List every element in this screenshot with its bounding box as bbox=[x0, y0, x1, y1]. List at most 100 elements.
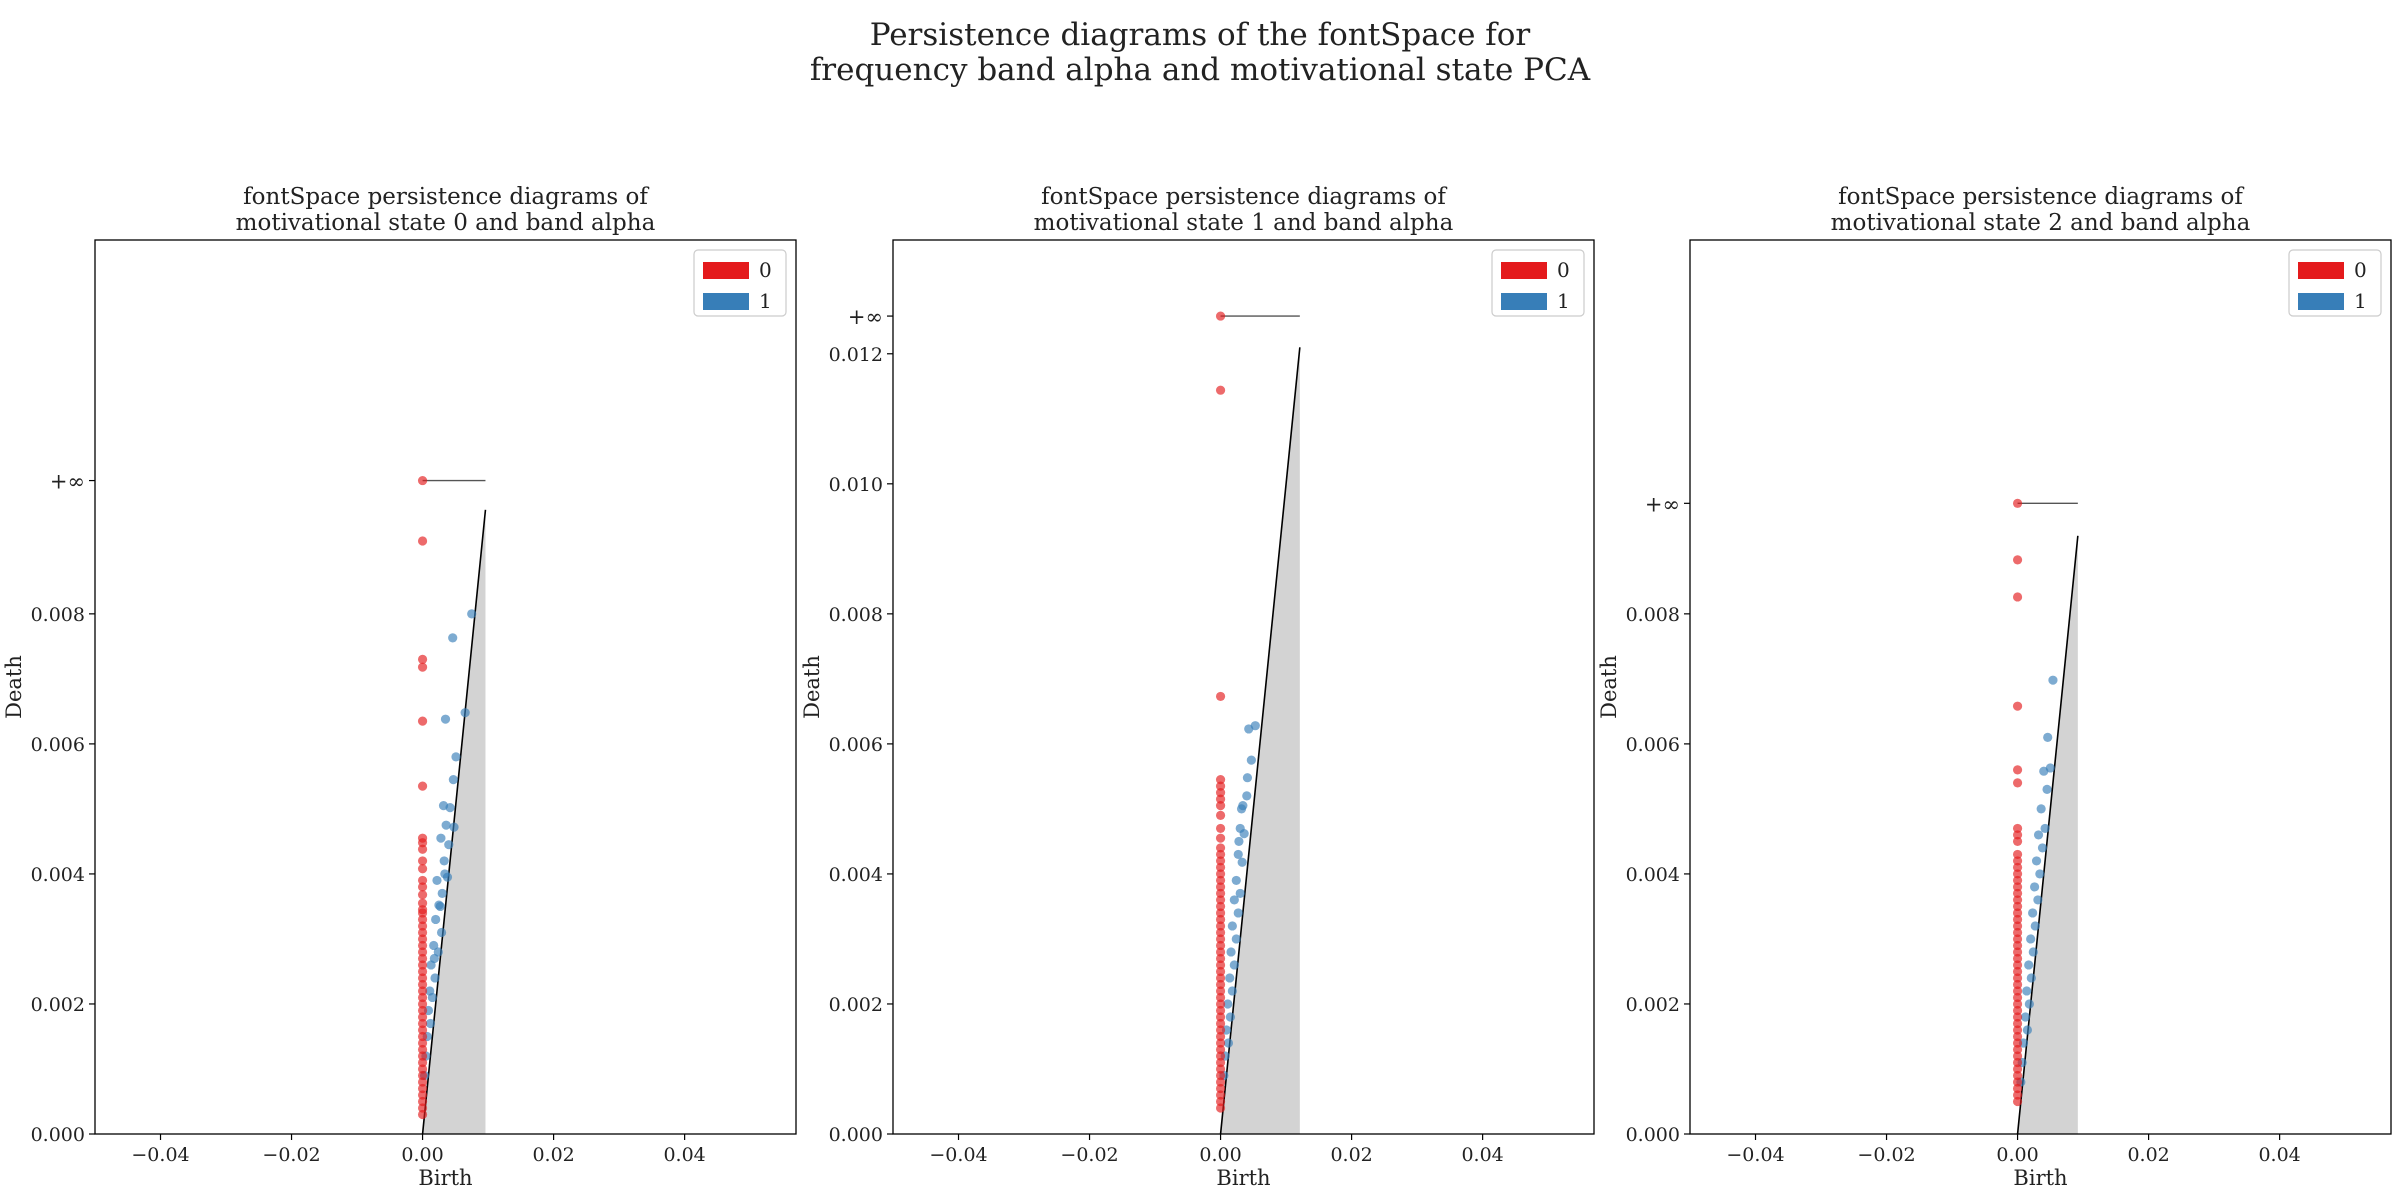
h1-point bbox=[1244, 724, 1254, 734]
x-tick-label: 0.02 bbox=[532, 1144, 574, 1166]
h0-point bbox=[1215, 1005, 1226, 1016]
h0-point bbox=[2012, 592, 2023, 602]
h0-point bbox=[1215, 875, 1226, 886]
h0-point bbox=[2012, 765, 2023, 775]
h0-point bbox=[1215, 966, 1226, 977]
h0-point bbox=[2012, 778, 2023, 788]
y-tick-label: 0.002 bbox=[1626, 994, 1680, 1016]
legend-swatch-1 bbox=[1501, 293, 1547, 310]
h0-point bbox=[2012, 1038, 2023, 1048]
h1-point bbox=[460, 708, 470, 718]
h0-point bbox=[417, 1064, 428, 1074]
h1-point bbox=[1231, 875, 1241, 886]
h1-point bbox=[440, 714, 451, 724]
h0-point bbox=[1215, 869, 1226, 879]
h1-point bbox=[2024, 960, 2034, 970]
h1-point bbox=[2037, 843, 2048, 853]
h1-point bbox=[435, 901, 445, 912]
h0-point bbox=[1215, 1070, 1226, 1081]
h1-point bbox=[1233, 908, 1243, 918]
h0-point bbox=[1215, 1103, 1226, 1113]
x-axis-label: Birth bbox=[418, 1166, 472, 1190]
h0-point bbox=[1215, 862, 1226, 873]
x-tick-label: −0.02 bbox=[1060, 1144, 1118, 1166]
h1-point bbox=[2039, 766, 2049, 776]
h0-infinite-point bbox=[1215, 311, 1226, 321]
h0-point bbox=[2012, 895, 2023, 905]
h0-point bbox=[1215, 895, 1226, 905]
y-tick-label: 0.000 bbox=[829, 1124, 883, 1146]
legend-swatch-1 bbox=[2298, 293, 2344, 310]
h0-point bbox=[417, 1083, 428, 1094]
legend-label-1: 1 bbox=[1557, 289, 1570, 313]
y-tick-label-infinity: +∞ bbox=[848, 305, 883, 329]
h1-point bbox=[1234, 836, 1244, 847]
h0-point bbox=[417, 960, 428, 970]
h0-point bbox=[2012, 999, 2023, 1009]
y-tick-label: 0.006 bbox=[1626, 734, 1680, 756]
h0-point bbox=[2012, 888, 2023, 899]
h0-point bbox=[417, 947, 428, 957]
y-tick-label: 0.002 bbox=[829, 994, 883, 1016]
legend-swatch-1 bbox=[703, 293, 749, 310]
h0-point bbox=[2012, 914, 2023, 925]
legend-swatch-0 bbox=[703, 262, 749, 279]
h0-point bbox=[417, 1044, 428, 1055]
h0-point bbox=[1215, 934, 1226, 944]
h1-point bbox=[444, 840, 454, 850]
h0-point bbox=[417, 1005, 428, 1016]
legend-swatch-0 bbox=[2298, 262, 2344, 279]
chart-title-line-1: fontSpace persistence diagrams of bbox=[1838, 184, 2244, 210]
h0-point bbox=[417, 1018, 428, 1029]
h1-point bbox=[2028, 908, 2038, 918]
diagonal-line bbox=[1219, 347, 1301, 1135]
h1-point bbox=[1237, 857, 1247, 867]
h0-point bbox=[2012, 979, 2023, 990]
x-tick-label: 0.04 bbox=[663, 1144, 705, 1166]
x-axis-label: Birth bbox=[2013, 1166, 2067, 1190]
h0-point bbox=[1215, 385, 1226, 395]
h0-point bbox=[1215, 788, 1226, 798]
h0-point bbox=[1215, 833, 1226, 843]
h1-point bbox=[1242, 773, 1253, 783]
y-tick-label: 0.012 bbox=[829, 344, 883, 366]
h0-point bbox=[2012, 927, 2023, 938]
h0-point bbox=[2012, 908, 2023, 918]
h0-point bbox=[417, 979, 428, 990]
h1-point bbox=[1233, 849, 1243, 860]
h0-point bbox=[417, 882, 428, 892]
h0-point bbox=[1215, 794, 1226, 804]
figure-suptitle-line2: frequency band alpha and motivational st… bbox=[809, 52, 1591, 88]
h1-point bbox=[2033, 830, 2044, 840]
h0-infinite-point bbox=[417, 475, 428, 486]
legend-label-0: 0 bbox=[1557, 258, 1570, 282]
h0-point bbox=[417, 992, 428, 1003]
h0-point bbox=[1215, 1064, 1226, 1074]
h0-point bbox=[1215, 1038, 1226, 1048]
h1-point bbox=[431, 914, 441, 925]
h0-point bbox=[2012, 960, 2023, 970]
h1-point bbox=[2020, 1012, 2031, 1022]
h0-point bbox=[417, 940, 428, 951]
h0-point bbox=[417, 1070, 428, 1081]
h0-point bbox=[1215, 901, 1226, 912]
persistence-diagram-1: fontSpace persistence diagrams ofmotivat… bbox=[800, 184, 1595, 1190]
x-tick-label: 0.04 bbox=[1461, 1144, 1503, 1166]
h0-point bbox=[2012, 992, 2023, 1003]
h1-point bbox=[2028, 947, 2038, 957]
legend-label-0: 0 bbox=[759, 258, 772, 282]
x-tick-label: 0.00 bbox=[1199, 1144, 1241, 1166]
h0-point bbox=[417, 1012, 428, 1022]
h0-point bbox=[417, 1038, 428, 1048]
h1-point bbox=[432, 875, 442, 886]
h0-point bbox=[417, 716, 428, 726]
figure-suptitle-line1: Persistence diagrams of the fontSpace fo… bbox=[869, 17, 1531, 53]
chart-title-line-1: fontSpace persistence diagrams of bbox=[243, 184, 649, 210]
h1-point bbox=[2026, 934, 2036, 944]
h0-point bbox=[417, 864, 428, 874]
h0-point bbox=[2012, 1051, 2023, 1061]
h0-point bbox=[1215, 1083, 1226, 1094]
h0-point bbox=[417, 1051, 428, 1061]
h0-point bbox=[417, 914, 428, 925]
x-tick-label: 0.00 bbox=[401, 1144, 443, 1166]
